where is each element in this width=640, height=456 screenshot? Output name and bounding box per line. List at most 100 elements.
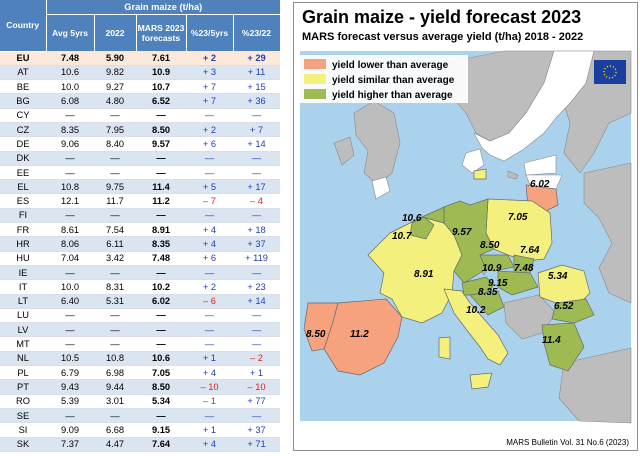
mars-cell: 8.91 bbox=[136, 222, 186, 238]
table-row: BE 10.0 9.27 10.7 + 7 + 15 bbox=[0, 79, 280, 95]
y2022-cell: 8.40 bbox=[94, 136, 136, 152]
legend-label: yield similar than average bbox=[332, 75, 455, 86]
y2022-cell: 9.75 bbox=[94, 179, 136, 195]
map-value-label: 8.50 bbox=[480, 240, 500, 251]
eu-flag-logo bbox=[594, 60, 626, 84]
pct22-cell: + 14 bbox=[233, 136, 280, 152]
table-row: RO 5.39 3.01 5.34– 1 + 77 bbox=[0, 394, 280, 409]
mars-cell: 10.7 bbox=[136, 79, 186, 95]
map-value-label: 6.02 bbox=[530, 179, 550, 190]
mars-cell: — bbox=[136, 208, 186, 224]
table-row: LT 6.40 5.31 6.02– 6 + 14 bbox=[0, 294, 280, 309]
pct22-cell: + 14 bbox=[233, 294, 280, 309]
pct5-cell: + 7 bbox=[186, 79, 233, 95]
country-cell: MT bbox=[0, 336, 46, 352]
col-header-mars: MARS 2023 forecasts bbox=[136, 14, 187, 51]
avg-cell: 10.0 bbox=[46, 79, 94, 95]
y2022-cell: — bbox=[94, 165, 136, 181]
country-cell: CZ bbox=[0, 122, 46, 138]
map-value-label: 8.50 bbox=[306, 329, 326, 340]
pct22-cell: + 119 bbox=[233, 251, 280, 266]
map-value-label: 8.35 bbox=[478, 287, 498, 298]
avg-cell: 6.08 bbox=[46, 93, 94, 109]
pct22-cell: — bbox=[233, 322, 280, 338]
pct22-cell: — bbox=[233, 165, 280, 181]
mars-cell: 6.02 bbox=[136, 294, 186, 309]
country-cell: EL bbox=[0, 179, 46, 195]
country-cell: SE bbox=[0, 408, 46, 424]
europe-map: yield lower than average yield similar th… bbox=[300, 50, 632, 424]
map-value-label: 9.57 bbox=[452, 227, 472, 238]
mars-cell: 6.52 bbox=[136, 93, 186, 109]
map-value-label: 11.4 bbox=[542, 335, 561, 346]
table-row: IE — — — — — bbox=[0, 265, 280, 281]
country-cell: BE bbox=[0, 79, 46, 95]
y2022-cell: 9.82 bbox=[94, 65, 136, 81]
country-cell: IT bbox=[0, 279, 46, 295]
country-cell: IE bbox=[0, 265, 46, 281]
table-row: FR 8.61 7.54 8.91 + 4 + 18 bbox=[0, 222, 280, 238]
pct22-cell: + 18 bbox=[233, 222, 280, 238]
avg-cell: 10.6 bbox=[46, 65, 94, 81]
pct22-cell: — bbox=[233, 265, 280, 281]
map-panel: yield lower than average yield similar th… bbox=[293, 2, 638, 451]
pct22-cell: + 1 bbox=[233, 365, 280, 381]
country-cell: ES bbox=[0, 193, 46, 209]
country-cell: AT bbox=[0, 65, 46, 81]
mars-cell: 10.6 bbox=[136, 351, 186, 367]
map-legend bbox=[300, 55, 468, 103]
country-cell: FI bbox=[0, 208, 46, 224]
avg-cell: 7.04 bbox=[46, 251, 94, 266]
pct22-cell: + 36 bbox=[233, 93, 280, 109]
avg-cell: — bbox=[46, 336, 94, 352]
pct22-cell: — bbox=[233, 151, 280, 166]
pct5-cell: – 10 bbox=[186, 379, 233, 395]
pct5-cell: + 2 bbox=[186, 51, 233, 66]
pct22-cell: – 10 bbox=[233, 379, 280, 395]
table-row: SE — — — — — bbox=[0, 408, 280, 424]
y2022-cell: 8.31 bbox=[94, 279, 136, 295]
pct22-cell: + 17 bbox=[233, 179, 280, 195]
y2022-cell: — bbox=[94, 208, 136, 224]
pct5-cell: — bbox=[186, 108, 233, 123]
country-cell: LT bbox=[0, 294, 46, 309]
y2022-cell: — bbox=[94, 408, 136, 424]
pct5-cell: + 6 bbox=[186, 251, 233, 266]
y2022-cell: 11.7 bbox=[94, 193, 136, 209]
pct5-cell: – 1 bbox=[186, 394, 233, 409]
y2022-cell: 5.31 bbox=[94, 294, 136, 309]
pct22-cell: + 11 bbox=[233, 65, 280, 81]
mars-cell: 8.50 bbox=[136, 122, 186, 138]
mars-cell: — bbox=[136, 151, 186, 166]
avg-cell: — bbox=[46, 108, 94, 123]
country-cell: NL bbox=[0, 351, 46, 367]
y2022-cell: 7.54 bbox=[94, 222, 136, 238]
yield-table: Country Grain maize (t/ha) Avg 5yrs 2022… bbox=[0, 0, 281, 452]
pct5-cell: + 2 bbox=[186, 122, 233, 138]
pct5-cell: — bbox=[186, 336, 233, 352]
avg-cell: 8.61 bbox=[46, 222, 94, 238]
y2022-cell: 7.95 bbox=[94, 122, 136, 138]
map-value-label: 8.91 bbox=[414, 269, 434, 280]
country-cell: SI bbox=[0, 422, 46, 438]
bulletin-footer: MARS Bulletin Vol. 31 No.6 (2023) bbox=[506, 438, 629, 447]
pct22-cell: + 23 bbox=[233, 279, 280, 295]
y2022-cell: 10.8 bbox=[94, 351, 136, 367]
avg-cell: 7.37 bbox=[46, 437, 94, 452]
y2022-cell: 6.98 bbox=[94, 365, 136, 381]
pct5-cell: + 7 bbox=[186, 93, 233, 109]
mars-cell: 7.48 bbox=[136, 251, 186, 266]
pct5-cell: – 7 bbox=[186, 193, 233, 209]
pct22-cell: — bbox=[233, 336, 280, 352]
pct22-cell: – 2 bbox=[233, 351, 280, 367]
table-row: CZ 8.35 7.95 8.50 + 2 + 7 bbox=[0, 122, 280, 138]
avg-cell: — bbox=[46, 308, 94, 324]
table-row: MT — — — — — bbox=[0, 336, 280, 352]
col-header-2022: 2022 bbox=[94, 14, 137, 51]
avg-cell: — bbox=[46, 408, 94, 424]
mars-cell: 9.57 bbox=[136, 136, 186, 152]
mars-cell: — bbox=[136, 265, 186, 281]
avg-cell: 9.09 bbox=[46, 422, 94, 438]
pct22-cell: + 29 bbox=[233, 51, 280, 66]
country-cell: CY bbox=[0, 108, 46, 123]
